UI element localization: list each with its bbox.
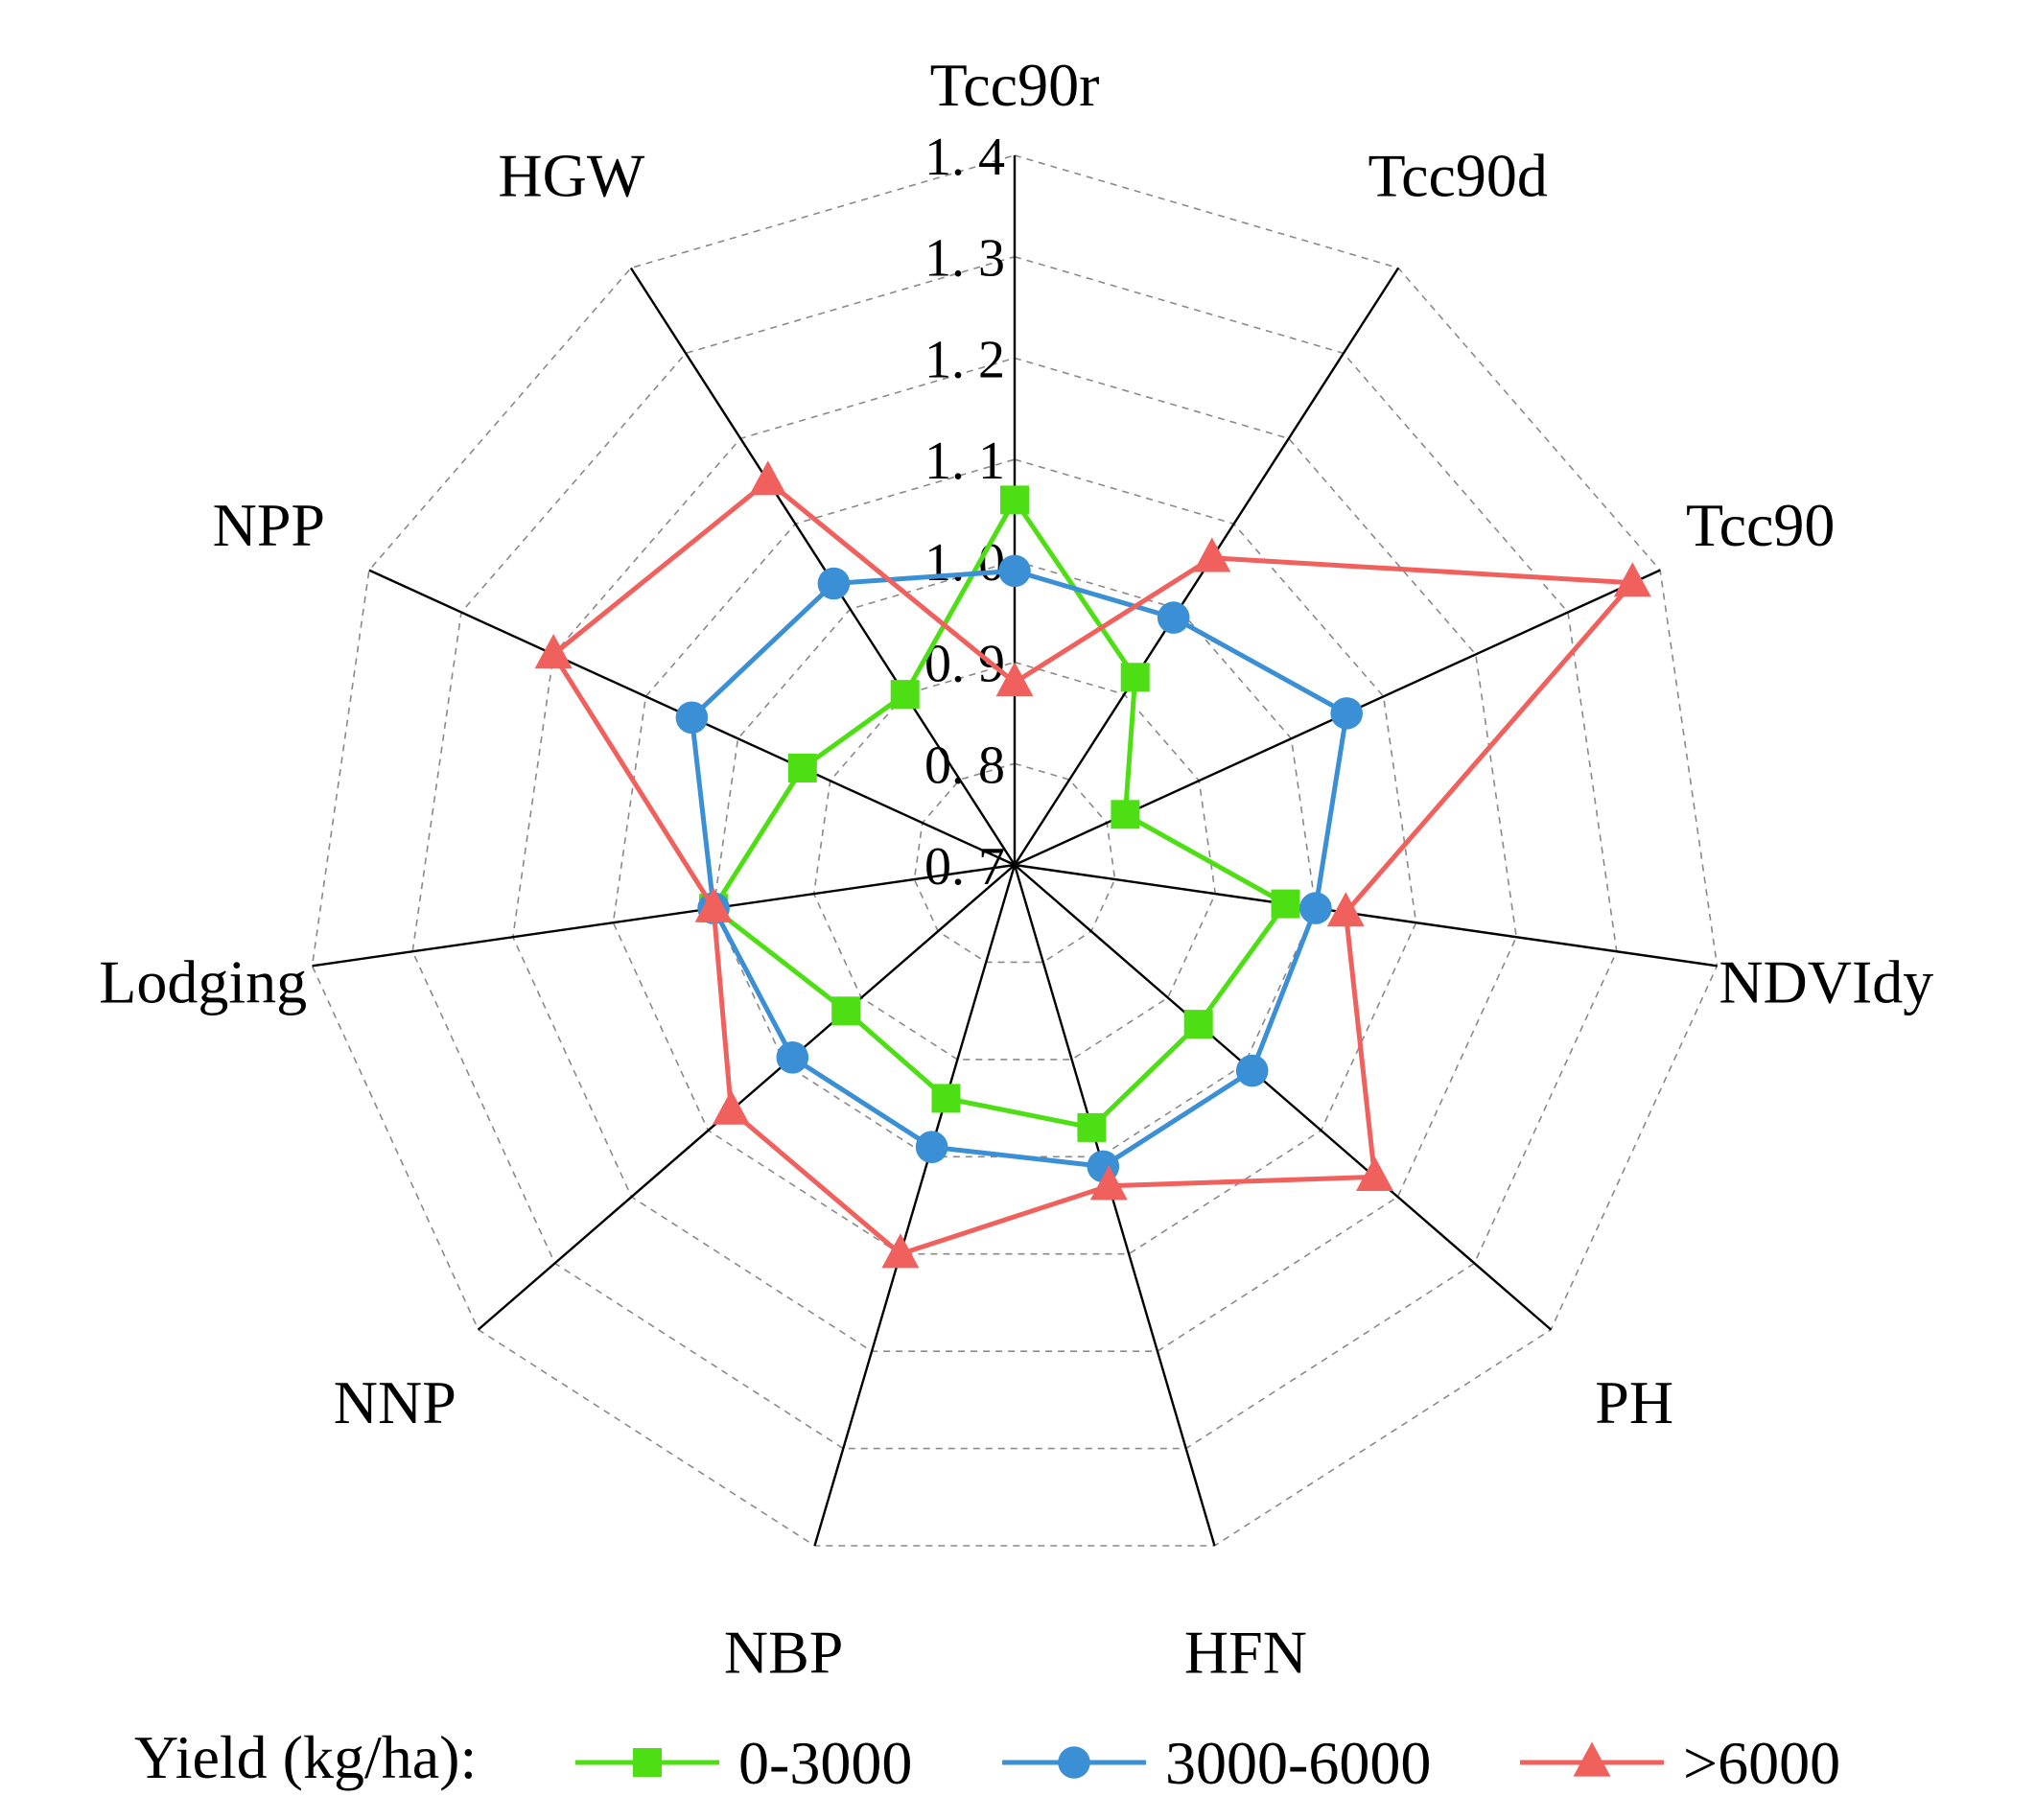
grid-ring-1-2	[511, 357, 1518, 1352]
data-point-0-3000-tcc90d	[1120, 663, 1150, 692]
axis-spoke-nnp	[477, 864, 1016, 1331]
data-point-6000-nnp	[712, 1089, 750, 1125]
data-point-0-3000-ph	[1183, 1010, 1213, 1039]
grid-layer	[311, 154, 1719, 1547]
legend-title: Yield (kg/ha):	[134, 1723, 477, 1791]
series-layer	[534, 460, 1651, 1269]
axis-label-tcc90r: Tcc90r	[930, 51, 1100, 119]
data-point-3000-6000-npp	[675, 701, 709, 735]
legend-label-3000-6000: 3000-6000	[1165, 1729, 1431, 1797]
axis-label-hfn: HFN	[1184, 1618, 1307, 1686]
data-point-3000-6000-ph	[1235, 1054, 1269, 1087]
axis-spoke-lodging	[312, 863, 1016, 968]
legend-marker-3000-6000	[1058, 1746, 1090, 1779]
axis-spoke-ndvidy	[1014, 863, 1718, 968]
grid-ring-0-8	[913, 762, 1116, 964]
axis-label-hgw: HGW	[498, 142, 644, 210]
tick-layer: 0. 70. 80. 91. 01. 11. 21. 31. 4	[924, 128, 1005, 897]
series-line-6000	[550, 478, 1638, 1257]
axis-label-npp: NPP	[213, 491, 325, 559]
axis-label-ndvidy: NDVIdy	[1719, 948, 1933, 1016]
legend-item-6000: >6000	[1520, 1729, 1840, 1797]
data-point-6000-hfn	[1089, 1165, 1128, 1201]
data-point-3000-6000-hgw	[817, 567, 851, 600]
grid-ring-1-0	[713, 560, 1317, 1158]
grid-ring-1-3	[411, 255, 1618, 1450]
axis-label-lodging: Lodging	[99, 948, 307, 1016]
data-point-0-3000-nbp	[931, 1084, 961, 1113]
series-6000	[534, 460, 1651, 1269]
legend-label-6000: >6000	[1683, 1729, 1840, 1797]
data-point-6000-nbp	[881, 1233, 920, 1269]
axis-label-tcc90d: Tcc90d	[1368, 142, 1547, 210]
data-point-6000-tcc90d	[1193, 537, 1231, 572]
axis-label-nnp: NNP	[334, 1368, 456, 1436]
legend-item-0-3000: 0-3000	[575, 1729, 912, 1797]
data-point-0-3000-tcc90r	[1000, 485, 1029, 515]
series-line-3000-6000	[689, 568, 1349, 1169]
data-point-3000-6000-tcc90d	[1157, 601, 1190, 634]
legend-marker-0-3000	[633, 1748, 662, 1777]
axis-spoke-hfn	[1013, 864, 1216, 1547]
legend-marker-6000	[1573, 1741, 1611, 1777]
data-point-3000-6000-tcc90	[1330, 697, 1363, 730]
data-point-6000-lodging	[694, 887, 733, 922]
series-3000-6000	[675, 554, 1363, 1183]
data-point-0-3000-nnp	[831, 996, 861, 1026]
grid-ring-1-1	[612, 458, 1417, 1255]
tick-label-0-8: 0. 8	[924, 735, 1005, 795]
data-point-0-3000-hgw	[890, 680, 920, 710]
tick-label-1-1: 1. 1	[924, 432, 1005, 491]
data-point-3000-6000-tcc90r	[998, 554, 1031, 588]
series-line-0-3000	[710, 495, 1290, 1131]
axis-spoke-hgw	[629, 267, 1017, 866]
data-point-6000-ph	[1356, 1155, 1393, 1191]
tick-label-1-2: 1. 2	[924, 330, 1005, 389]
grid-ring-0-9	[812, 661, 1217, 1061]
data-point-0-3000-ndvidy	[1271, 889, 1300, 919]
data-point-3000-6000-nbp	[915, 1131, 948, 1163]
category-labels: Tcc90r Tcc90d Tcc90 NDVIdy PH HFN NBP NNP Lodgin…	[99, 51, 1933, 1686]
legend: Yield (kg/ha): 0-3000 3000-6000 >6000	[134, 1723, 1840, 1797]
legend-item-3000-6000: 3000-6000	[1002, 1729, 1431, 1797]
data-point-3000-6000-nnp	[776, 1041, 809, 1074]
legend-label-0-3000: 0-3000	[738, 1729, 912, 1797]
series-0-3000	[699, 485, 1300, 1142]
data-point-0-3000-tcc90	[1111, 800, 1140, 829]
data-point-6000-tcc90r	[995, 662, 1034, 697]
axis-spoke-nbp	[813, 864, 1017, 1547]
grid-ring-1-4	[311, 154, 1719, 1547]
tick-label-1-3: 1. 3	[924, 229, 1005, 289]
data-point-3000-6000-ndvidy	[1299, 892, 1332, 924]
tick-label-1-4: 1. 4	[924, 128, 1005, 187]
tick-label-0-7: 0. 7	[924, 837, 1005, 897]
data-point-6000-npp	[534, 634, 573, 668]
data-point-6000-tcc90	[1613, 562, 1651, 597]
spoke-layer	[312, 155, 1718, 1547]
data-point-0-3000-hfn	[1077, 1112, 1107, 1142]
axis-spoke-ph	[1014, 864, 1553, 1331]
data-point-6000-ndvidy	[1326, 892, 1365, 927]
data-point-0-3000-npp	[787, 754, 817, 782]
data-point-6000-hgw	[749, 460, 787, 496]
axis-label-nbp: NBP	[724, 1618, 844, 1686]
axis-label-tcc90: Tcc90	[1686, 491, 1835, 559]
axis-label-ph: PH	[1595, 1368, 1673, 1436]
